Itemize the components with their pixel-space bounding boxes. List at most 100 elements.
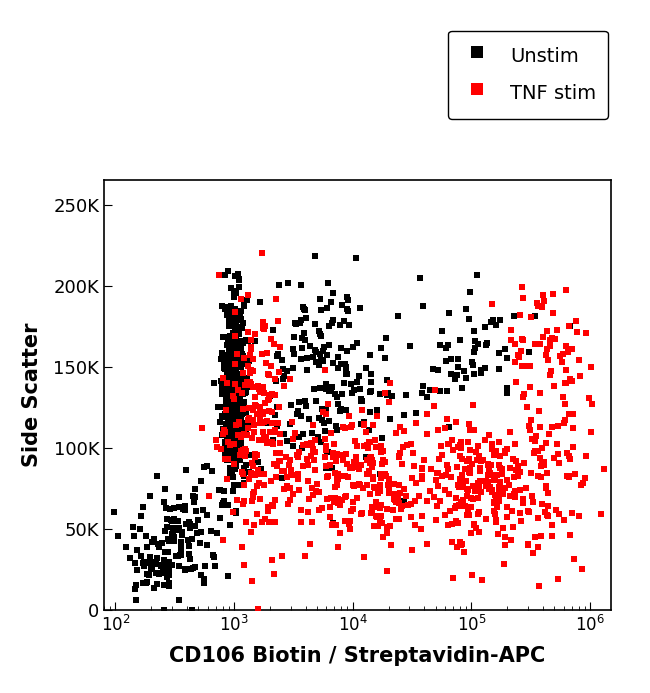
TNF stim — [473, 440, 483, 451]
TNF stim — [389, 493, 400, 505]
Legend: Unstim, TNF stim: Unstim, TNF stim — [448, 30, 608, 119]
TNF stim — [374, 516, 385, 527]
Unstim — [224, 397, 234, 408]
TNF stim — [365, 453, 376, 464]
Unstim — [227, 402, 238, 413]
TNF stim — [271, 471, 281, 482]
Unstim — [138, 502, 149, 513]
TNF stim — [434, 468, 444, 479]
Unstim — [151, 567, 162, 578]
TNF stim — [566, 508, 577, 519]
TNF stim — [458, 482, 469, 493]
TNF stim — [308, 444, 318, 455]
TNF stim — [441, 470, 451, 481]
TNF stim — [408, 448, 418, 459]
Unstim — [224, 347, 235, 358]
TNF stim — [238, 468, 248, 480]
TNF stim — [433, 481, 443, 492]
Unstim — [226, 409, 236, 420]
Unstim — [288, 440, 298, 451]
TNF stim — [235, 446, 246, 457]
TNF stim — [384, 474, 395, 485]
TNF stim — [265, 516, 275, 527]
Unstim — [228, 403, 239, 414]
Unstim — [223, 432, 233, 443]
TNF stim — [395, 488, 406, 499]
Unstim — [346, 378, 356, 389]
Unstim — [230, 457, 240, 468]
Unstim — [221, 402, 231, 413]
TNF stim — [488, 498, 499, 509]
Unstim — [224, 418, 235, 429]
Unstim — [125, 552, 136, 563]
Unstim — [241, 335, 252, 346]
TNF stim — [473, 493, 484, 504]
Unstim — [239, 380, 250, 391]
Unstim — [157, 538, 167, 549]
TNF stim — [371, 441, 382, 452]
Unstim — [283, 277, 293, 288]
Unstim — [347, 387, 358, 398]
Unstim — [162, 568, 173, 579]
Unstim — [224, 351, 235, 362]
Unstim — [233, 405, 244, 416]
TNF stim — [259, 432, 269, 444]
Unstim — [229, 434, 239, 445]
Unstim — [232, 398, 242, 409]
TNF stim — [220, 454, 230, 465]
TNF stim — [382, 527, 392, 538]
TNF stim — [300, 550, 311, 561]
Unstim — [188, 562, 198, 573]
Unstim — [250, 399, 261, 410]
TNF stim — [233, 416, 244, 428]
TNF stim — [252, 380, 263, 392]
TNF stim — [229, 394, 240, 405]
TNF stim — [517, 360, 527, 371]
TNF stim — [254, 477, 265, 489]
TNF stim — [456, 437, 466, 448]
Unstim — [227, 343, 238, 354]
Unstim — [152, 538, 162, 549]
TNF stim — [493, 487, 504, 498]
TNF stim — [422, 538, 432, 550]
TNF stim — [308, 419, 318, 430]
Unstim — [238, 353, 248, 364]
Unstim — [161, 502, 171, 514]
TNF stim — [490, 471, 501, 482]
TNF stim — [270, 447, 281, 458]
Unstim — [222, 403, 233, 414]
TNF stim — [401, 491, 411, 502]
TNF stim — [247, 457, 257, 468]
Unstim — [151, 552, 162, 563]
Unstim — [231, 356, 241, 367]
TNF stim — [257, 516, 267, 527]
TNF stim — [334, 528, 345, 539]
Unstim — [339, 358, 350, 369]
Unstim — [304, 414, 314, 425]
Unstim — [227, 407, 238, 419]
Unstim — [298, 428, 308, 439]
TNF stim — [241, 430, 252, 441]
TNF stim — [322, 493, 332, 505]
Unstim — [231, 407, 241, 418]
TNF stim — [263, 389, 274, 401]
Unstim — [328, 358, 338, 369]
Unstim — [146, 536, 157, 547]
Unstim — [296, 353, 306, 365]
Unstim — [224, 380, 234, 392]
Unstim — [242, 419, 253, 430]
TNF stim — [524, 421, 534, 432]
Unstim — [233, 374, 243, 385]
TNF stim — [525, 381, 536, 392]
TNF stim — [252, 401, 262, 412]
TNF stim — [462, 509, 472, 520]
Unstim — [223, 387, 233, 398]
TNF stim — [257, 417, 268, 428]
Unstim — [176, 550, 186, 561]
TNF stim — [361, 439, 372, 450]
TNF stim — [461, 475, 471, 486]
TNF stim — [283, 499, 294, 510]
TNF stim — [432, 501, 443, 512]
TNF stim — [246, 468, 257, 479]
Unstim — [232, 372, 242, 383]
